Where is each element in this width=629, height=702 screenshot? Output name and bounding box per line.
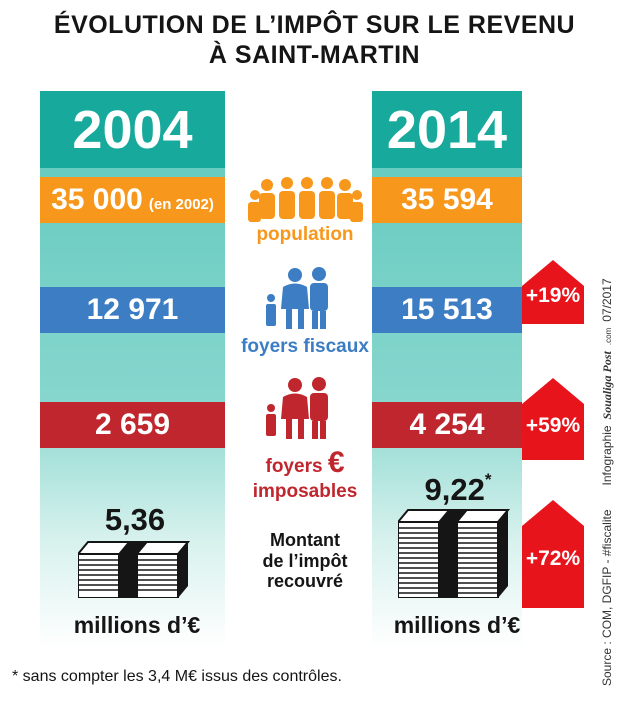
brand-suffix: .com <box>604 327 613 346</box>
label-montant-3: recouvré <box>266 571 344 592</box>
brand-logo: Soualiga Post <box>600 351 614 420</box>
foyers-fiscaux-2004: 12 971 <box>40 287 225 333</box>
population-crowd-icon <box>248 177 363 222</box>
badge-montant: +72% <box>525 547 581 570</box>
euro-icon: € <box>327 446 345 479</box>
footnote: * sans compter les 3,4 M€ issus des cont… <box>12 668 342 685</box>
family-red-icon <box>266 377 328 439</box>
credits: Source : COM, DGFIP - #fiscalite Infogra… <box>600 278 615 686</box>
foyers-fiscaux-2014: 15 513 <box>372 287 522 333</box>
label-imposables: imposables <box>252 480 358 502</box>
label-population: population <box>256 224 354 245</box>
title-line-1: ÉVOLUTION DE L’IMPÔT SUR LE REVENU <box>53 11 576 39</box>
population-2004: 35 000 <box>51 183 143 216</box>
label-montant: Montant de l’impôt recouvré <box>235 530 375 592</box>
label-montant-2: de l’impôt <box>262 550 348 571</box>
money-stack-2004-icon <box>78 541 190 598</box>
family-blue-icon <box>266 267 328 329</box>
year-2014: 2014 <box>372 91 522 168</box>
page-title: ÉVOLUTION DE L’IMPÔT SUR LE REVENU À SAI… <box>0 10 629 70</box>
money-stack-2014-icon <box>398 509 510 598</box>
credits-date: 07/2017 <box>600 278 614 322</box>
population-2004-band: 35 000 (en 2002) <box>40 177 225 223</box>
montant-2014: 9,22 <box>424 472 485 507</box>
badge-arrow-up-icon <box>522 260 584 324</box>
population-2004-note: (en 2002) <box>148 195 214 213</box>
label-foyers-imposables: foyers € imposables <box>245 446 365 502</box>
column-2004: 2004 35 000 (en 2002) 12 971 2 659 <box>40 91 225 648</box>
unit-2004: millions d’€ <box>73 612 201 638</box>
badge-arrow-up-icon <box>522 378 584 460</box>
badge-arrow-up-icon <box>522 500 584 608</box>
montant-2004: 5,36 <box>104 502 166 537</box>
label-foyers: foyers <box>265 456 323 477</box>
year-2004: 2004 <box>40 91 225 168</box>
population-2014: 35 594 <box>372 177 522 223</box>
unit-2014: millions d’€ <box>393 612 521 638</box>
badge-foyers-fiscaux: +19% <box>525 284 581 307</box>
montant-2014-wrap: 9,22* <box>408 470 508 508</box>
credits-infographie: Infographie <box>600 425 614 486</box>
title-line-2: À SAINT-MARTIN <box>208 41 421 69</box>
label-montant-1: Montant <box>270 530 340 550</box>
montant-2014-footnote-mark: * <box>484 470 492 489</box>
credits-source: Source : COM, DGFIP - #fiscalite <box>600 509 614 687</box>
badge-foyers-imposables: +59% <box>525 414 581 437</box>
label-foyers-fiscaux: foyers fiscaux <box>241 336 369 357</box>
foyers-imposables-2004: 2 659 <box>40 402 225 448</box>
foyers-imposables-2014: 4 254 <box>372 402 522 448</box>
